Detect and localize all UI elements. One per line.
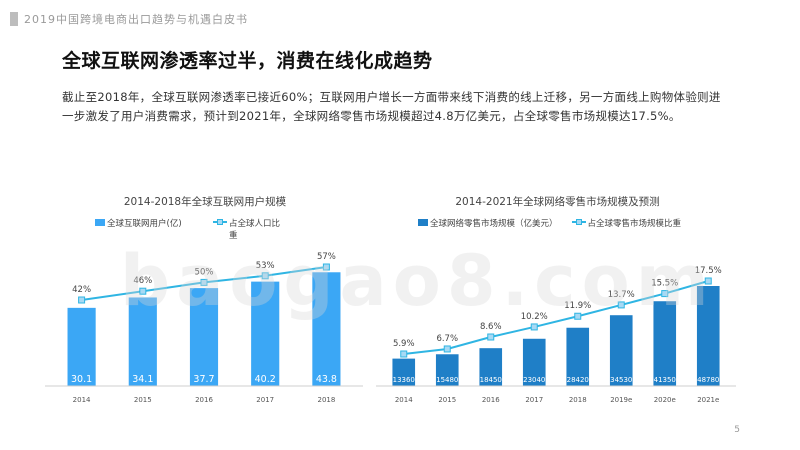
line-value-label: 10.2% <box>521 312 548 322</box>
line-value-label: 50% <box>195 267 214 277</box>
chart-plot: 13360 2014 15480 2015 18450 2016 23040 2017 2842… <box>376 266 736 404</box>
line-series <box>403 280 709 355</box>
bar <box>609 315 633 386</box>
bar <box>312 272 341 386</box>
bar-value-label: 28420 <box>567 376 589 384</box>
line-marker <box>139 287 147 295</box>
bar <box>128 297 157 386</box>
header-accent-bar <box>10 12 18 26</box>
bar-value-label: 30.1 <box>71 374 92 385</box>
chart-legend: 全球网络零售市场规模（亿美元） 占全球零售市场规模比重 <box>418 217 695 229</box>
bar-value-label: 41350 <box>654 376 676 384</box>
x-tick-label: 2018 <box>317 396 335 404</box>
line-marker <box>704 277 712 285</box>
line-marker <box>261 272 269 280</box>
report-title: 2019中国跨境电商出口趋势与机遇白皮书 <box>24 13 248 26</box>
bar-value-label: 40.2 <box>255 374 276 385</box>
x-tick-label: 2016 <box>482 396 500 404</box>
legend-label: 占全球零售市场规模比重 <box>587 219 682 229</box>
line-value-label: 13.7% <box>608 290 635 300</box>
bar <box>479 348 503 386</box>
bar <box>653 301 677 386</box>
legend-swatch-line <box>213 217 227 227</box>
line-marker <box>78 296 86 304</box>
legend-item-line: 占全球人口比重 <box>213 217 285 241</box>
online-retail-chart: 2014-2021年全球网络零售市场规模及预测 全球网络零售市场规模（亿美元） … <box>376 190 736 415</box>
chart-plot: 30.1 2014 34.1 2015 37.7 2016 40.2 2017 43.8 2018… <box>45 252 363 404</box>
x-tick-label: 2014 <box>395 396 413 404</box>
bar <box>696 286 720 386</box>
x-tick-label: 2017 <box>256 396 274 404</box>
bar-value-label: 23040 <box>523 376 545 384</box>
bar <box>522 338 546 386</box>
bar-value-label: 43.8 <box>316 374 337 385</box>
x-tick-label: 2018 <box>569 396 587 404</box>
bar-value-label: 37.7 <box>193 374 214 385</box>
line-marker <box>530 323 538 331</box>
legend-label: 全球互联网用户(亿) <box>107 219 182 229</box>
x-tick-label: 2019e <box>610 396 632 404</box>
line-marker <box>574 312 582 320</box>
line-marker <box>661 290 669 298</box>
x-tick-label: 2015 <box>438 396 456 404</box>
x-tick-label: 2017 <box>525 396 543 404</box>
bar <box>251 281 280 386</box>
legend-swatch-bar <box>95 219 105 226</box>
line-value-label: 46% <box>133 276 152 286</box>
line-value-label: 57% <box>317 252 336 262</box>
x-tick-label: 2020e <box>654 396 676 404</box>
chart-legend: 全球互联网用户(亿) 占全球人口比重 <box>95 217 299 241</box>
bar <box>189 288 219 386</box>
x-tick-label: 2016 <box>195 396 213 404</box>
line-value-label: 5.9% <box>393 339 415 349</box>
bar-value-label: 18450 <box>480 376 502 384</box>
line-value-label: 17.5% <box>695 266 722 276</box>
legend-item-line: 占全球零售市场规模比重 <box>571 217 682 229</box>
x-tick-label: 2014 <box>73 396 91 404</box>
x-tick-label: 2015 <box>134 396 152 404</box>
line-value-label: 42% <box>72 285 91 295</box>
bar-value-label: 15480 <box>436 376 458 384</box>
watermark: baogao8.com <box>120 240 715 322</box>
bar-value-label: 13360 <box>393 376 415 384</box>
line-value-label: 6.7% <box>436 334 458 344</box>
line-marker <box>487 333 495 341</box>
legend-item-bar: 全球网络零售市场规模（亿美元） <box>418 217 558 229</box>
internet-users-chart: 2014-2018年全球互联网用户规模 全球互联网用户(亿) 占全球人口比重 3… <box>45 190 365 415</box>
bar <box>392 358 416 386</box>
line-value-label: 15.5% <box>651 279 678 289</box>
x-tick-label: 2021e <box>697 396 719 404</box>
line-marker <box>617 301 625 309</box>
page-number: 5 <box>734 425 740 435</box>
legend-item-bar: 全球互联网用户(亿) <box>95 217 199 241</box>
bar <box>435 354 459 386</box>
bar <box>566 327 590 386</box>
intro-paragraph: 截止至2018年，全球互联网渗透率已接近60%；互联网用户增长一方面带来线下消费… <box>62 90 721 123</box>
line-marker <box>200 278 208 286</box>
line-value-label: 53% <box>256 261 275 271</box>
line-value-label: 8.6% <box>480 322 502 332</box>
bar-value-label: 48780 <box>697 376 719 384</box>
line-marker <box>443 345 451 353</box>
page-title: 全球互联网渗透率过半，消费在线化成趋势 <box>62 50 433 72</box>
bar-value-label: 34.1 <box>132 374 153 385</box>
legend-swatch-bar <box>418 219 428 226</box>
bar <box>67 307 96 386</box>
bar-value-label: 34530 <box>610 376 632 384</box>
line-marker <box>322 263 330 271</box>
chart-title: 2014-2021年全球网络零售市场规模及预测 <box>455 196 660 208</box>
legend-label: 占全球人口比重 <box>229 219 281 241</box>
line-marker <box>400 350 408 358</box>
legend-swatch-line <box>571 217 586 227</box>
chart-title: 2014-2018年全球互联网用户规模 <box>123 196 287 208</box>
line-value-label: 11.9% <box>564 301 591 311</box>
legend-label: 全球网络零售市场规模（亿美元） <box>430 219 558 229</box>
